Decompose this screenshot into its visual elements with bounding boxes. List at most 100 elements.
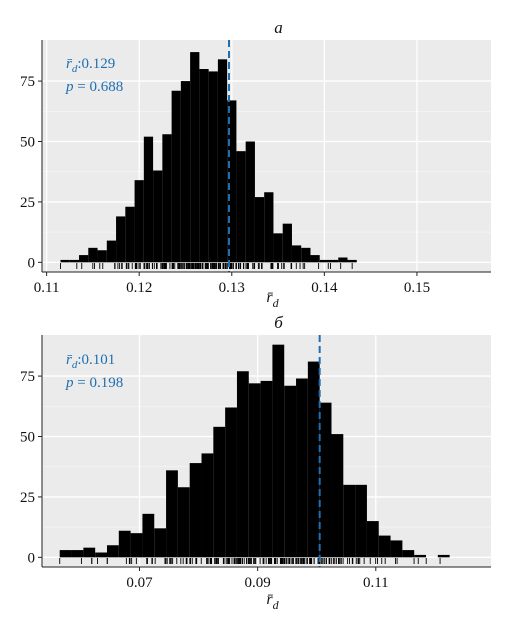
panel-title: a [274, 18, 283, 37]
annotation-p-value: p = 0.688 [65, 79, 123, 95]
histogram-bar [273, 233, 283, 263]
histogram-bar [142, 513, 155, 558]
histogram-bar [260, 380, 273, 558]
histogram-bar [69, 259, 80, 263]
histogram-bar [199, 69, 209, 263]
x-tick-label: 0.14 [311, 280, 338, 296]
y-tick-label: 0 [28, 255, 36, 271]
histogram-bar [319, 402, 332, 558]
annotation-mean: r̄d:0.129 [66, 56, 115, 75]
histogram-bar [402, 550, 415, 558]
x-tick-label: 0.11 [34, 280, 60, 296]
histogram-bar [134, 180, 144, 263]
histogram-bar [284, 385, 297, 558]
histogram-bar [116, 216, 126, 263]
y-tick-label: 0 [28, 550, 36, 566]
histogram-bar [106, 240, 117, 263]
y-tick-label: 25 [20, 195, 35, 211]
x-axis-label: r̄d [266, 591, 279, 612]
histogram-bar [217, 59, 228, 263]
histogram-bar [208, 71, 218, 263]
histogram-bar [225, 407, 237, 558]
histogram-bar [71, 550, 84, 558]
histogram-bar [319, 259, 329, 263]
histogram-bar [83, 547, 96, 558]
histogram-bar [190, 52, 200, 263]
histogram-bar [296, 378, 308, 558]
histogram-bar [347, 259, 357, 263]
x-tick-label: 0.11 [363, 575, 389, 591]
histogram-bar [153, 170, 163, 263]
histogram-bar [248, 383, 261, 558]
annotation-mean-value: :0.101 [77, 352, 115, 368]
histogram-bar [366, 521, 379, 558]
histogram-bar [307, 361, 320, 558]
x-tick-label: 0.12 [126, 280, 152, 296]
histogram-bar [189, 463, 202, 558]
histogram-bar [378, 535, 391, 558]
x-axis-label-subscript: d [273, 296, 280, 310]
histogram-bar [166, 470, 178, 558]
annotation-p-symbol: p [65, 375, 74, 391]
histogram-bar [213, 426, 226, 558]
histogram-bar [355, 484, 367, 558]
histogram-bar [437, 554, 450, 558]
histogram-bar [264, 192, 274, 263]
annotation-p-value: p = 0.198 [65, 375, 123, 391]
histogram-bar [328, 259, 339, 263]
x-axis-label-subscript: d [273, 598, 280, 612]
histogram-bar [301, 247, 311, 263]
histogram-bar [171, 90, 181, 263]
y-tick-label: 75 [20, 74, 35, 90]
y-tick-label: 25 [20, 490, 35, 506]
histogram-bar [343, 484, 356, 558]
histogram-bar [282, 223, 292, 263]
histogram-bar [227, 100, 237, 263]
annotation-p-text: = 0.688 [74, 79, 124, 95]
histogram-bar [106, 545, 119, 558]
annotation-mean-subscript: d [72, 359, 78, 371]
x-axis-label: r̄d [266, 289, 279, 310]
histogram-bar [162, 134, 172, 263]
histogram-bar [272, 344, 285, 558]
histogram-bar [236, 151, 246, 263]
histogram-bar [60, 259, 70, 263]
annotation-mean-symbol: r̄ [66, 352, 72, 368]
y-tick-label: 75 [20, 369, 35, 385]
histogram-bar [254, 197, 265, 263]
y-tick-label: 50 [20, 135, 35, 151]
annotation-mean: r̄d:0.101 [66, 352, 115, 371]
histogram-bar [414, 554, 427, 558]
histogram-bar [125, 206, 135, 263]
histogram-bar [143, 136, 154, 263]
histogram-bar [338, 257, 348, 263]
histogram-bar [88, 247, 98, 263]
histogram-bar [291, 245, 302, 263]
annotation-p-text: = 0.198 [74, 375, 124, 391]
panel-title: б [274, 313, 283, 332]
histogram-bar [201, 453, 214, 558]
histogram-bar [245, 141, 255, 263]
histogram-bar [236, 371, 249, 558]
x-tick-label: 0.07 [126, 575, 153, 591]
histogram-bar [390, 540, 403, 558]
histogram-bar [95, 552, 107, 558]
annotation-p-symbol: p [65, 79, 74, 95]
histogram-bar [130, 533, 143, 558]
x-tick-label: 0.09 [245, 575, 271, 591]
y-tick-label: 50 [20, 430, 35, 446]
histogram-bar [154, 528, 167, 558]
histogram-bar [310, 255, 320, 263]
x-tick-label: 0.15 [404, 280, 430, 296]
histogram-bar [79, 255, 89, 263]
histogram-bar [118, 530, 131, 558]
annotation-mean-subscript: d [72, 63, 78, 75]
rug-marks [59, 558, 441, 564]
histogram-bar [331, 434, 344, 558]
x-tick-label: 0.13 [219, 280, 245, 296]
annotation-mean-symbol: r̄ [66, 56, 72, 72]
histogram-bar [59, 550, 72, 558]
